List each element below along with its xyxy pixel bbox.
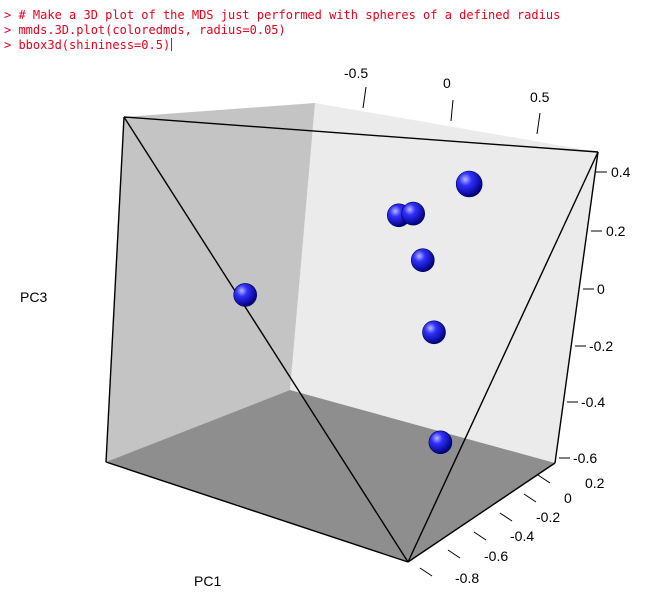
top-tick-mark	[450, 99, 454, 122]
bottom-tick-mark	[523, 493, 537, 503]
data-point-sphere	[455, 170, 483, 198]
back-wall	[290, 103, 598, 463]
bottom-tick-mark	[473, 531, 487, 541]
right-axis	[559, 171, 607, 459]
top-tick-label: -0.5	[344, 65, 368, 81]
box-edge	[105, 116, 125, 463]
bounding-box	[105, 116, 599, 563]
console-line-3[interactable]: > bbox3d(shininess=0.5)	[4, 38, 560, 53]
bottom-axis	[419, 474, 551, 577]
box-edge	[123, 116, 599, 153]
data-point-sphere	[410, 248, 435, 273]
data-point-sphere	[401, 201, 426, 226]
bottom-tick-label: -0.4	[510, 528, 534, 544]
bottom-tick-mark	[537, 474, 551, 484]
data-point-sphere	[233, 283, 257, 307]
console-line-3-text: > bbox3d(shininess=0.5)	[4, 38, 171, 52]
console-line-2: > mmds.3D.plot(coloredmds, radius=0.05)	[4, 23, 286, 37]
bottom-tick-label: 0	[564, 490, 572, 506]
top-tick-mark	[362, 86, 367, 109]
bottom-tick-mark	[447, 549, 461, 559]
right-tick-label: -0.2	[589, 338, 613, 354]
box-edge	[105, 461, 409, 563]
right-tick-label: -0.4	[581, 394, 605, 410]
box-edge	[407, 151, 599, 563]
bottom-tick-label: -0.6	[484, 548, 508, 564]
text-cursor	[171, 38, 173, 51]
r-console: > # Make a 3D plot of the MDS just perfo…	[4, 8, 560, 53]
bottom-tick-label: -0.8	[455, 570, 479, 586]
top-tick-mark	[536, 112, 541, 135]
x-axis-title: PC1	[194, 573, 221, 589]
z-axis-title: PC3	[20, 289, 47, 305]
box-edge	[554, 151, 599, 464]
bottom-tick-label: -0.2	[536, 509, 560, 525]
bottom-tick-label: 0.2	[585, 475, 605, 491]
data-point-sphere	[422, 320, 446, 345]
top-axis	[362, 86, 541, 135]
data-point-sphere	[428, 430, 453, 455]
box-edge	[407, 462, 556, 563]
bottom-tick-mark	[419, 567, 433, 577]
left-wall	[106, 103, 315, 462]
top-tick-label: 0.5	[530, 89, 550, 105]
right-tick-label: 0.2	[606, 223, 626, 239]
data-points	[233, 170, 483, 455]
right-tick-label: -0.6	[573, 450, 597, 466]
right-tick-label: 0	[597, 281, 605, 297]
right-tick-label: 0.4	[611, 164, 631, 180]
top-tick-label: 0	[443, 75, 451, 91]
box-edge	[123, 116, 409, 563]
console-line-1: > # Make a 3D plot of the MDS just perfo…	[4, 8, 561, 22]
bottom-tick-mark	[499, 512, 513, 522]
